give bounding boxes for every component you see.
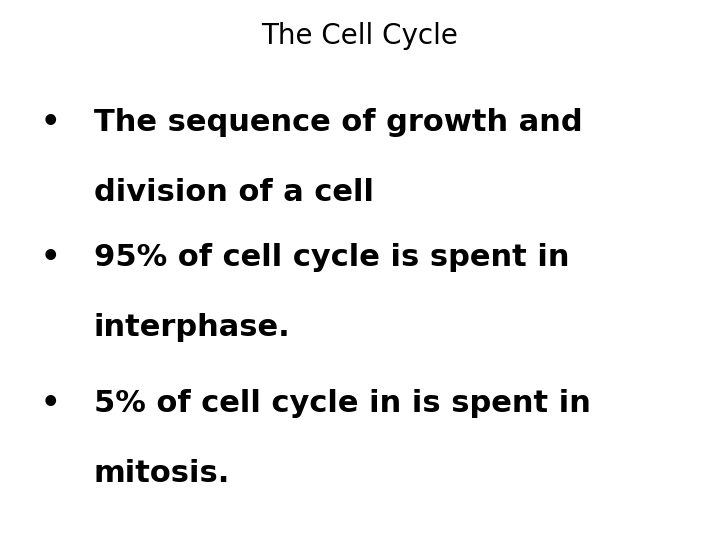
Text: •: •: [40, 108, 60, 137]
Text: interphase.: interphase.: [94, 313, 290, 342]
Text: •: •: [40, 389, 60, 418]
Text: The sequence of growth and: The sequence of growth and: [94, 108, 582, 137]
Text: •: •: [40, 243, 60, 272]
Text: division of a cell: division of a cell: [94, 178, 374, 207]
Text: 95% of cell cycle is spent in: 95% of cell cycle is spent in: [94, 243, 569, 272]
Text: 5% of cell cycle in is spent in: 5% of cell cycle in is spent in: [94, 389, 590, 418]
Text: mitosis.: mitosis.: [94, 459, 230, 488]
Text: The Cell Cycle: The Cell Cycle: [261, 22, 459, 50]
